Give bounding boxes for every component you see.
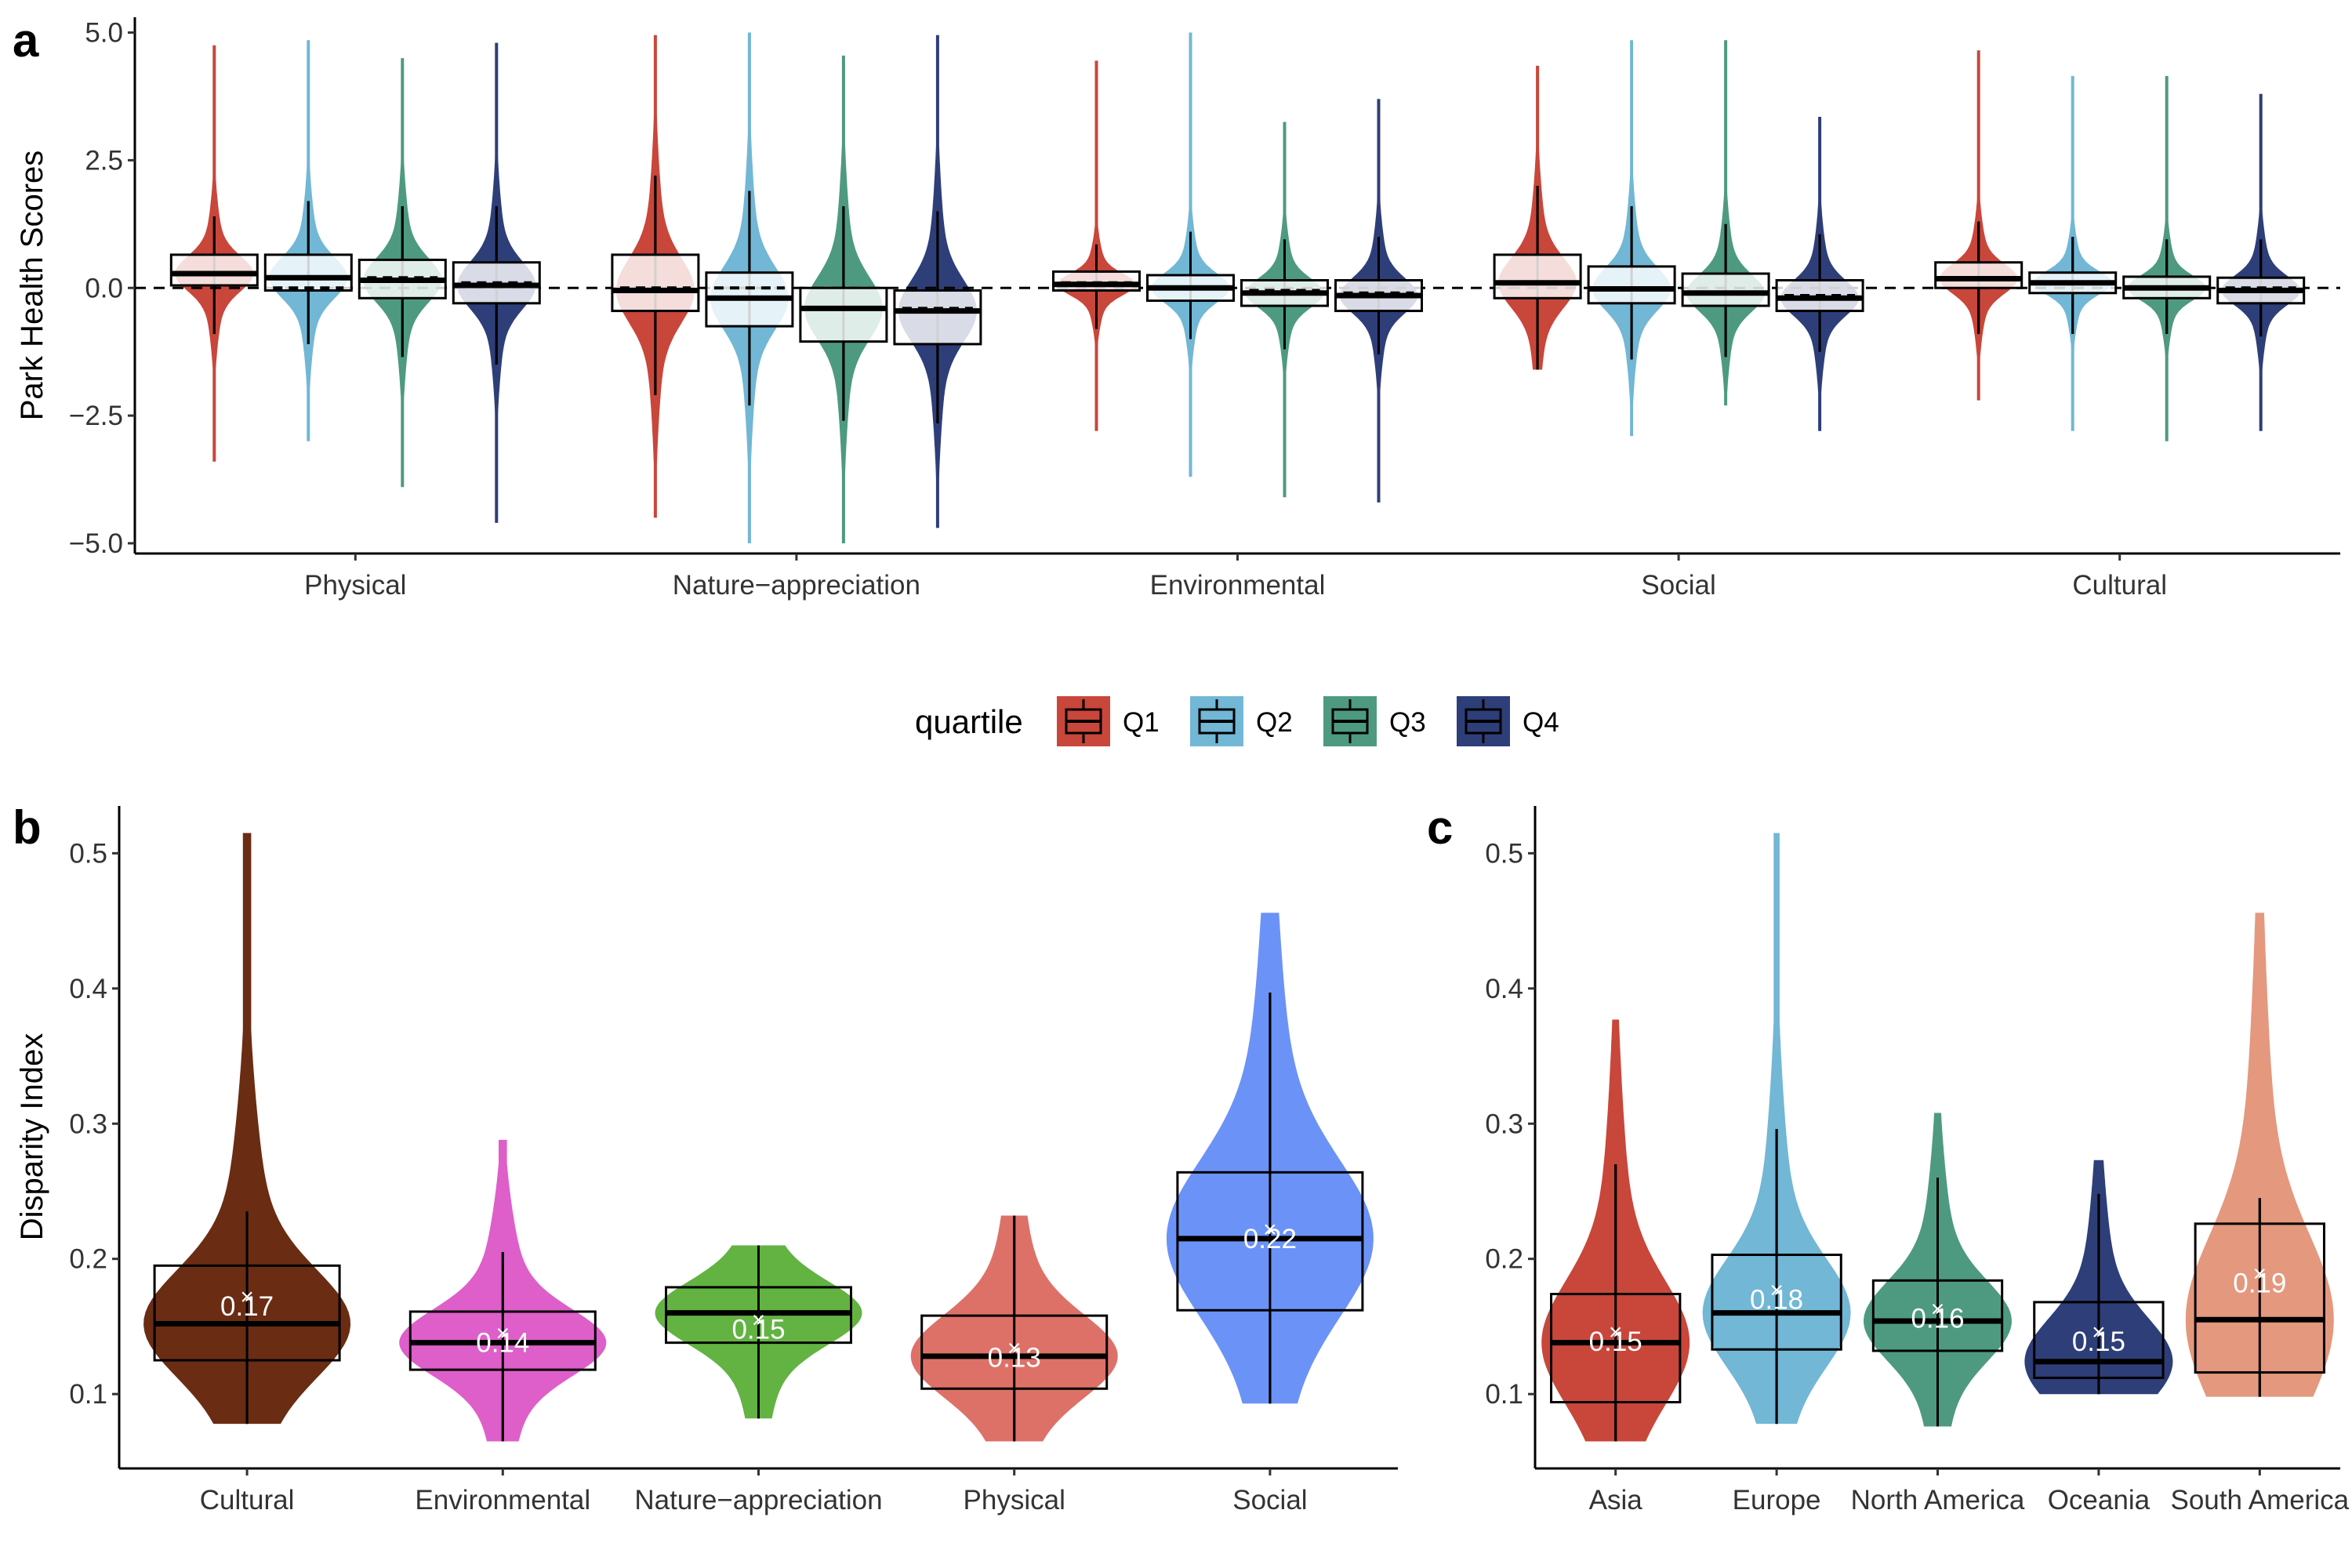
panel-b-y-tick-label: 0.4 [69, 974, 107, 1004]
panel-b-y-axis-title: Disparity Index [15, 1033, 49, 1241]
panel-c-chart: 0.10.20.30.40.5×0.15Asia×0.18Europe×0.16… [1485, 806, 2350, 1515]
panel-b-y-tick-label: 0.1 [69, 1379, 107, 1410]
panel-c-violin-south-america [2185, 913, 2334, 1397]
panel-c-mean-marker-asia: × [1609, 1319, 1623, 1345]
panel-c-y-tick-label: 0.3 [1485, 1109, 1523, 1139]
panel-c-y-tick-label: 0.5 [1485, 838, 1523, 869]
panel-a-chart: 5.0 2.5 0.0 −2.5 −5.0 Park Health Scores Physi… [15, 17, 2340, 601]
panel-a-q2-physical-iqr-box [263, 253, 353, 292]
panel-a-x-tick-label-cultural: Cultural [2072, 570, 2167, 601]
panel-b-y-tick-label: 0.3 [69, 1109, 107, 1139]
panel-b-mean-marker-environmental: × [496, 1321, 510, 1347]
legend-label-q2: Q2 [1256, 707, 1293, 738]
panel-c-x-tick-label-asia: Asia [1589, 1485, 1643, 1515]
panel-c-mean-marker-oceania: × [2092, 1319, 2106, 1345]
panel-a-x-tick-label-environmental: Environmental [1150, 570, 1326, 601]
panel-b-cultural-iqr-box [153, 1264, 341, 1362]
panel-b-mean-marker-physical: × [1007, 1336, 1022, 1362]
panel-c-mean-label-oceania: 0.15 [2072, 1327, 2125, 1357]
panel-c-mean-marker-north-america: × [1931, 1297, 1945, 1323]
panel-a-q1-cultural-iqr-box [1934, 261, 2024, 289]
panel-label-a: a [13, 14, 39, 67]
panel-b-x-tick-label-environmental: Environmental [415, 1485, 590, 1515]
panel-c-mean-marker-south-america: × [2253, 1261, 2267, 1287]
panel-c-mean-label-asia: 0.15 [1589, 1327, 1642, 1357]
panel-a-y-tick-label: 0.0 [85, 273, 123, 303]
panel-c-asia-iqr-box [1550, 1293, 1682, 1403]
legend-title: quartile [915, 703, 1023, 740]
panel-c-y-tick-label: 0.4 [1485, 974, 1523, 1004]
panel-label-b: b [13, 801, 42, 854]
panel-c-y-tick-label: 0.2 [1485, 1244, 1523, 1275]
panel-a-q4-nature-appreciation-iqr-box [893, 289, 982, 346]
panel-a-y-tick-label: 5.0 [85, 18, 123, 49]
panel-a-x-tick-label-social: Social [1641, 570, 1715, 601]
panel-b-physical-iqr-box [920, 1314, 1109, 1390]
panel-a-x-tick-label-physical: Physical [304, 570, 406, 601]
panel-a-y-tick-label: 2.5 [85, 145, 123, 176]
legend-label-q1: Q1 [1123, 707, 1160, 738]
panel-b-mean-label-cultural: 0.17 [220, 1291, 274, 1322]
panel-b-x-tick-label-nature-appreciation: Nature−appreciation [634, 1485, 882, 1515]
panel-b-mean-label-social: 0.22 [1243, 1224, 1297, 1254]
panel-b-y-tick-label: 0.2 [69, 1244, 107, 1275]
panel-c-south-america-iqr-box [2194, 1222, 2325, 1374]
panel-b-y-tick-label: 0.5 [69, 838, 107, 869]
panel-c-mean-label-south-america: 0.19 [2233, 1269, 2286, 1299]
panel-b-mean-marker-nature-appreciation: × [752, 1307, 766, 1333]
panel-a-q1-physical-iqr-box [169, 253, 259, 287]
panel-c-north-america-iqr-box [1871, 1279, 2004, 1352]
panel-a-q1-nature-appreciation-iqr-box [611, 253, 700, 313]
panel-a-q2-social-iqr-box [1587, 265, 1676, 305]
panel-label-c: c [1427, 801, 1453, 854]
panel-b-x-tick-label-physical: Physical [964, 1485, 1065, 1515]
panel-c-x-tick-label-europe: Europe [1733, 1485, 1821, 1515]
legend-label-q3: Q3 [1389, 707, 1426, 738]
panel-b-mean-marker-cultural: × [240, 1284, 254, 1310]
panel-a-y-axis-title: Park Health Scores [15, 151, 49, 421]
panel-b-violin-cultural [143, 833, 351, 1425]
panel-a-y-tick-label: −5.0 [69, 528, 123, 559]
panel-a-q1-social-iqr-box [1493, 253, 1582, 299]
panel-c-x-tick-label-north-america: North America [1851, 1485, 2025, 1515]
panel-c-mean-label-europe: 0.18 [1750, 1284, 1803, 1315]
panel-a-q3-nature-appreciation-iqr-box [799, 286, 888, 343]
panel-c-x-tick-label-south-america: South America [2170, 1485, 2349, 1515]
panel-a-x-tick-label-nature-appreciation: Nature−appreciation [673, 570, 920, 601]
panel-a-q3-social-iqr-box [1681, 272, 1770, 307]
panel-a-y-tick-label: −2.5 [69, 401, 123, 431]
quartile-legend: quartile Q1 Q2 Q3 Q4 [915, 696, 1559, 746]
panel-b-x-tick-label-social: Social [1232, 1485, 1307, 1515]
panel-c-europe-iqr-box [1711, 1254, 1842, 1351]
panel-b-mean-marker-social: × [1263, 1217, 1277, 1243]
panel-c-mean-marker-europe: × [1769, 1277, 1784, 1303]
panel-c-x-tick-label-oceania: Oceania [2048, 1485, 2151, 1515]
legend-label-q4: Q4 [1523, 707, 1559, 738]
panel-c-violin-europe [1702, 833, 1851, 1425]
panel-b-x-tick-label-cultural: Cultural [200, 1485, 295, 1515]
panel-c-y-tick-label: 0.1 [1485, 1379, 1523, 1410]
panel-a-q1-environmental-iqr-box [1052, 270, 1141, 292]
panel-c-mean-label-north-america: 0.16 [1911, 1304, 1964, 1334]
panel-b-mean-label-nature-appreciation: 0.15 [731, 1314, 785, 1345]
panel-b-mean-label-environmental: 0.14 [476, 1328, 529, 1359]
panel-a-violin-q3-social [1686, 40, 1766, 406]
panel-b-mean-label-physical: 0.13 [988, 1343, 1041, 1374]
panel-c-oceania-iqr-box [2033, 1301, 2165, 1379]
